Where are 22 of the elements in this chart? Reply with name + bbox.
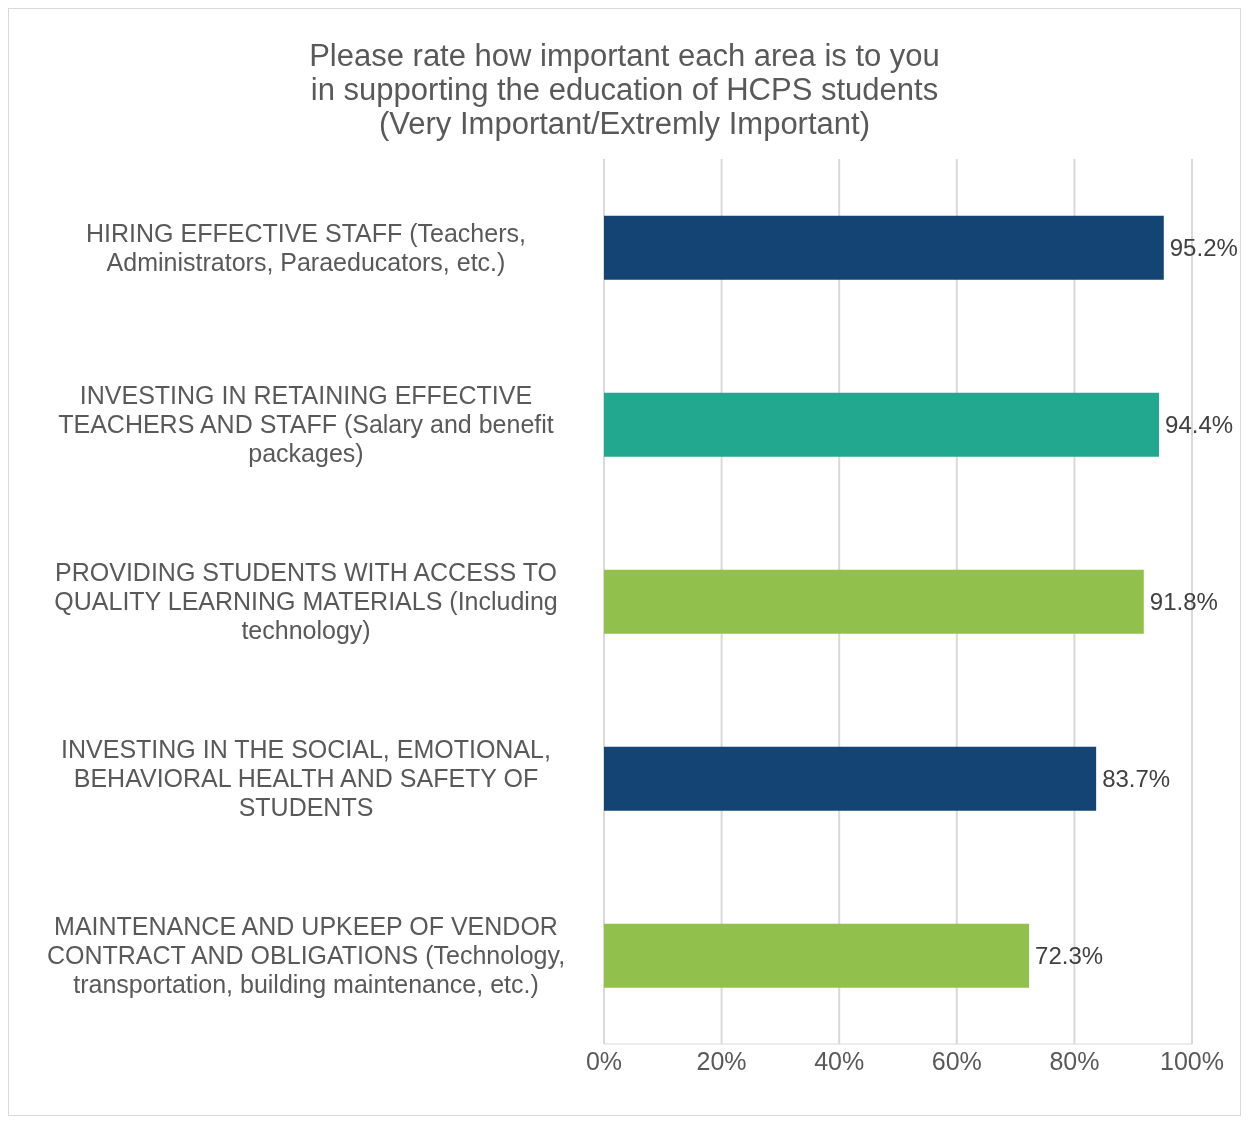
y-tick-label: INVESTING IN THE SOCIAL, EMOTIONAL, BEHAVIORAL HEALTH AND SAFETY OF STUDENTS (61, 735, 551, 822)
y-tick-label: PROVIDING STUDENTS WITH ACCESS TO QUALITY LEARNING MATERIALS (Including technology) (54, 558, 558, 645)
chart-title: Please rate how important each area is to you in supporting the education of HCPS students (Very Important/Extremly Important) (308, 37, 941, 143)
x-tick-label: 40% (814, 1046, 865, 1075)
data-label: 94.4% (1165, 411, 1234, 439)
x-tick-label: 100% (1160, 1046, 1224, 1075)
data-label: 83.7% (1102, 765, 1171, 793)
bar (604, 746, 1097, 811)
bar (604, 923, 1030, 988)
y-tick-label: MAINTENANCE AND UPKEEP OF VENDOR CONTRACT AND OBLIGATIONS (Technology, transportation, building maintenance, etc.) (46, 912, 566, 999)
x-tick-label: 60% (931, 1046, 982, 1075)
y-tick-label: HIRING EFFECTIVE STAFF (Teachers, Administrators, Paraeducators, etc.) (86, 218, 526, 276)
x-tick-label: 80% (1049, 1046, 1100, 1075)
x-tick-label: 0% (585, 1046, 623, 1075)
y-tick-label: INVESTING IN RETAINING EFFECTIVE TEACHERS AND STAFF (Salary and benefit packages) (58, 381, 554, 468)
data-label: 95.2% (1169, 234, 1238, 262)
bar (604, 569, 1144, 634)
data-label: 72.3% (1035, 942, 1104, 970)
data-label: 91.8% (1149, 588, 1218, 616)
bar (604, 215, 1164, 280)
bar (604, 392, 1160, 457)
x-tick-label: 20% (696, 1046, 747, 1075)
